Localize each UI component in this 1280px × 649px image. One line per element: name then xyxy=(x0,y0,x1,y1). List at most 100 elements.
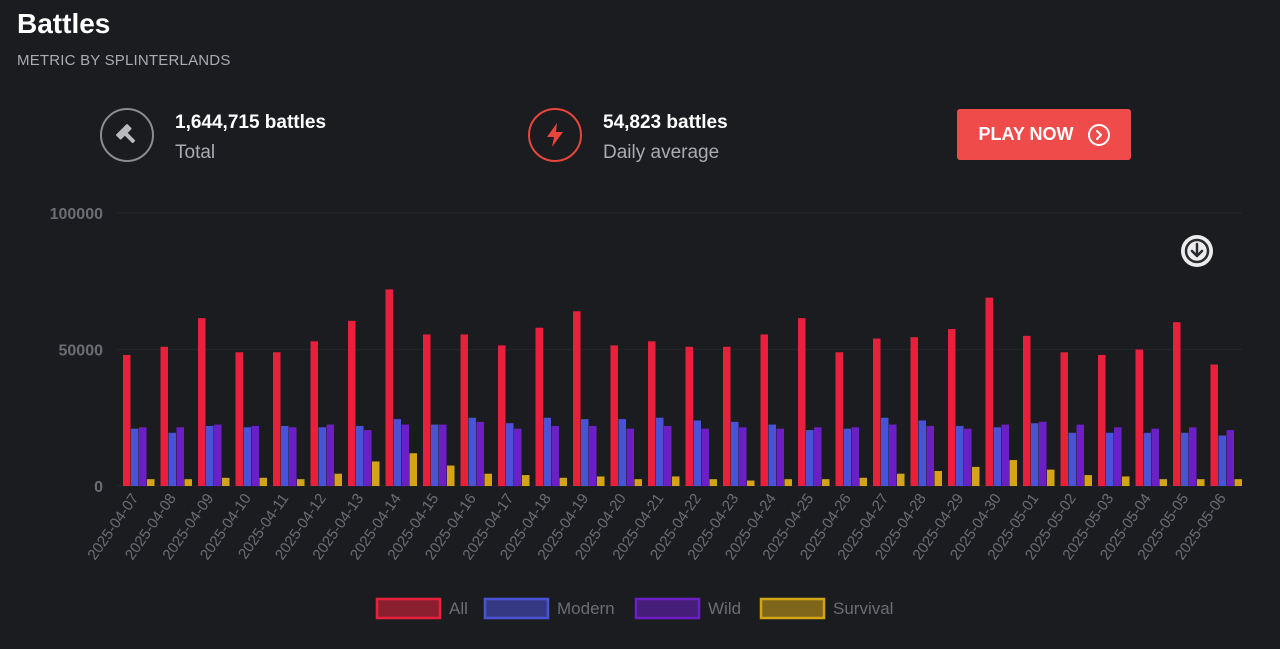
bar-modern xyxy=(431,424,439,486)
bar-survival xyxy=(522,475,530,486)
legend-swatch-survival xyxy=(759,597,826,620)
bar-all xyxy=(498,345,506,486)
y-tick-label: 100000 xyxy=(50,206,103,223)
bar-all xyxy=(535,327,543,486)
bar-all xyxy=(910,337,918,486)
bar-all xyxy=(160,346,168,486)
bar-survival xyxy=(897,473,905,486)
legend-label-wild: Wild xyxy=(708,599,741,618)
bar-wild xyxy=(589,425,597,486)
play-now-button[interactable]: PLAY NOW xyxy=(957,109,1131,160)
bar-survival xyxy=(147,479,155,486)
bar-all xyxy=(235,352,243,486)
bar-wild xyxy=(326,424,334,486)
bar-all xyxy=(835,352,843,486)
bar-wild xyxy=(664,425,672,486)
bar-all xyxy=(685,346,693,486)
bar-survival xyxy=(297,479,305,486)
bar-modern xyxy=(581,419,589,486)
bar-all xyxy=(798,318,806,486)
lightning-icon xyxy=(528,108,582,162)
bar-survival xyxy=(597,476,605,486)
bar-survival xyxy=(484,473,492,486)
hammer-icon xyxy=(100,108,154,162)
bar-wild xyxy=(926,425,934,486)
bar-survival xyxy=(1009,460,1017,486)
y-axis-ticks: 0 50000 100000 xyxy=(50,206,103,496)
bar-modern xyxy=(768,424,776,486)
bar-all xyxy=(760,334,768,486)
bar-modern xyxy=(1068,432,1076,486)
bar-all xyxy=(348,320,356,486)
bar-wild xyxy=(176,427,184,486)
bar-all xyxy=(723,346,731,486)
legend-swatch-modern xyxy=(483,597,550,620)
bar-all xyxy=(573,311,581,486)
bar-survival xyxy=(447,465,455,486)
bar-wild xyxy=(701,428,709,486)
bar-all xyxy=(948,329,956,486)
y-tick-label: 0 xyxy=(94,479,103,496)
bar-modern xyxy=(806,430,814,486)
bar-survival xyxy=(1047,469,1055,486)
bar-modern xyxy=(1031,423,1039,486)
chart-legend: All Modern Wild Survival xyxy=(375,597,893,620)
bar-modern xyxy=(1181,432,1189,486)
bar-wild xyxy=(889,424,897,486)
stat-daily-value: 54,823 battles xyxy=(603,112,728,133)
bar-wild xyxy=(1076,424,1084,486)
stat-total-label: Total xyxy=(175,142,216,163)
page-title: Battles xyxy=(17,8,111,39)
bar-wild xyxy=(626,428,634,486)
bar-all xyxy=(1173,322,1181,486)
bar-survival xyxy=(409,453,417,486)
download-icon[interactable] xyxy=(1181,235,1213,267)
legend-label-survival: Survival xyxy=(833,599,893,618)
bar-all xyxy=(1098,354,1106,486)
bar-wild xyxy=(476,421,484,486)
stat-total-value: 1,644,715 battles xyxy=(175,112,327,133)
bar-wild xyxy=(739,427,747,486)
bar-survival xyxy=(859,477,867,486)
bar-wild xyxy=(1226,430,1234,486)
bar-all xyxy=(1135,349,1143,486)
bar-survival xyxy=(1234,479,1242,486)
bar-wild xyxy=(139,427,147,486)
bar-modern xyxy=(468,417,476,486)
bar-modern xyxy=(1143,432,1151,486)
bar-modern xyxy=(393,419,401,486)
bar-wild xyxy=(251,425,259,486)
bar-modern xyxy=(656,417,664,486)
bar-all xyxy=(423,334,431,486)
chevron-right-circle-icon xyxy=(1087,123,1110,146)
bar-survival xyxy=(634,479,642,486)
bar-wild xyxy=(814,427,822,486)
bar-modern xyxy=(506,423,514,486)
bar-all xyxy=(1060,352,1068,486)
bar-modern xyxy=(356,425,364,486)
bar-survival xyxy=(709,479,717,486)
bar-survival xyxy=(259,477,267,486)
bar-modern xyxy=(993,427,1001,486)
legend-swatch-all xyxy=(375,597,442,620)
bar-wild xyxy=(964,428,972,486)
bar-modern xyxy=(206,425,214,486)
bar-all xyxy=(460,334,468,486)
bar-all xyxy=(985,297,993,486)
bar-wild xyxy=(1151,428,1159,486)
bar-modern xyxy=(281,425,289,486)
bar-modern xyxy=(731,421,739,486)
bar-all xyxy=(273,352,281,486)
bar-wild xyxy=(1001,424,1009,486)
legend-swatch-wild xyxy=(634,597,701,620)
bar-wild xyxy=(1189,427,1197,486)
bar-all xyxy=(1023,335,1031,486)
bar-modern xyxy=(1106,432,1114,486)
bar-wild xyxy=(1114,427,1122,486)
bar-wild xyxy=(1039,421,1047,486)
bar-modern xyxy=(618,419,626,486)
bar-modern xyxy=(168,432,176,486)
page-subtitle: METRIC BY SPLINTERLANDS xyxy=(17,52,231,69)
bar-modern xyxy=(956,425,964,486)
